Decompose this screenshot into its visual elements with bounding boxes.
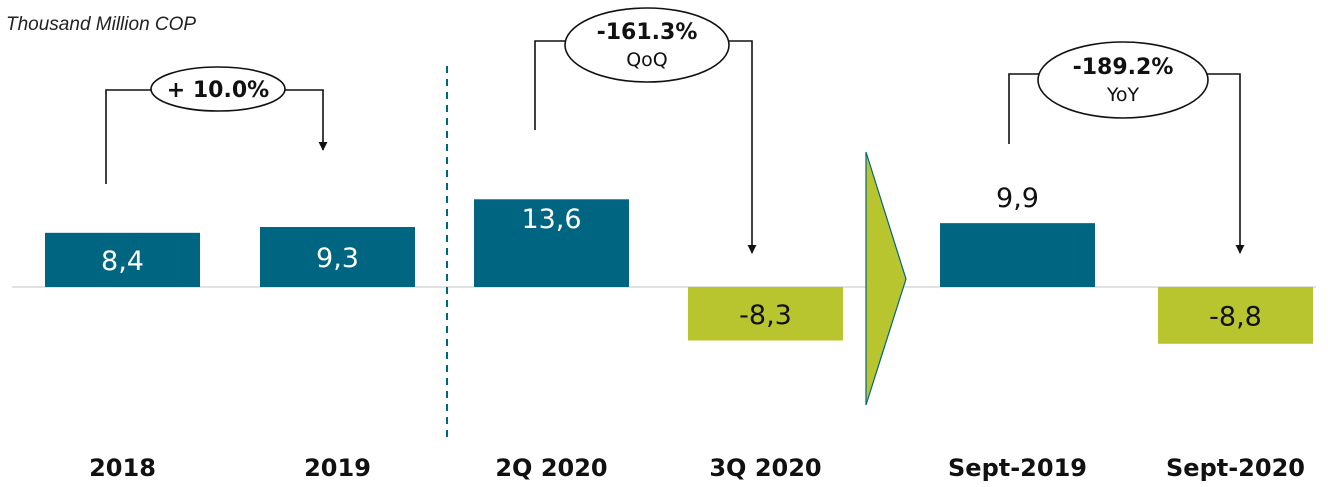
category-label-Sept-2020: Sept-2020 — [1166, 454, 1305, 482]
change-bubble-2 — [564, 7, 730, 83]
value-label-2019: 9,3 — [316, 243, 359, 274]
bar-3Q 2020 — [688, 287, 843, 341]
change-type-2: QoQ — [626, 49, 668, 71]
value-label-Sept-2020: -8,8 — [1209, 301, 1262, 332]
change-type-3: YoY — [1106, 84, 1140, 106]
category-label-2Q 2020: 2Q 2020 — [495, 454, 607, 482]
unit-label: Thousand Million COP — [6, 14, 197, 35]
value-label-2Q 2020: 13,6 — [521, 204, 581, 235]
bar-Sept-2019 — [940, 223, 1095, 287]
change-percent-1: + 10.0% — [167, 78, 269, 103]
category-label-2018: 2018 — [89, 454, 156, 482]
category-label-2019: 2019 — [304, 454, 371, 482]
bar-2Q 2020 — [474, 199, 629, 287]
category-label-Sept-2019: Sept-2019 — [948, 454, 1087, 482]
change-percent-2: -161.3% — [597, 20, 698, 45]
bar-Sept-2020 — [1158, 287, 1313, 344]
change-bubble-1 — [150, 66, 286, 112]
change-bubble-3 — [1037, 41, 1209, 119]
value-label-2018: 8,4 — [101, 246, 144, 277]
category-label-3Q 2020: 3Q 2020 — [709, 454, 821, 482]
bar-2018 — [45, 232, 200, 287]
transition-arrow-icon — [865, 151, 907, 406]
value-label-Sept-2019: 9,9 — [996, 183, 1039, 214]
value-label-3Q 2020: -8,3 — [739, 300, 792, 331]
bar-2019 — [260, 227, 415, 287]
change-percent-3: -189.2% — [1073, 55, 1174, 80]
